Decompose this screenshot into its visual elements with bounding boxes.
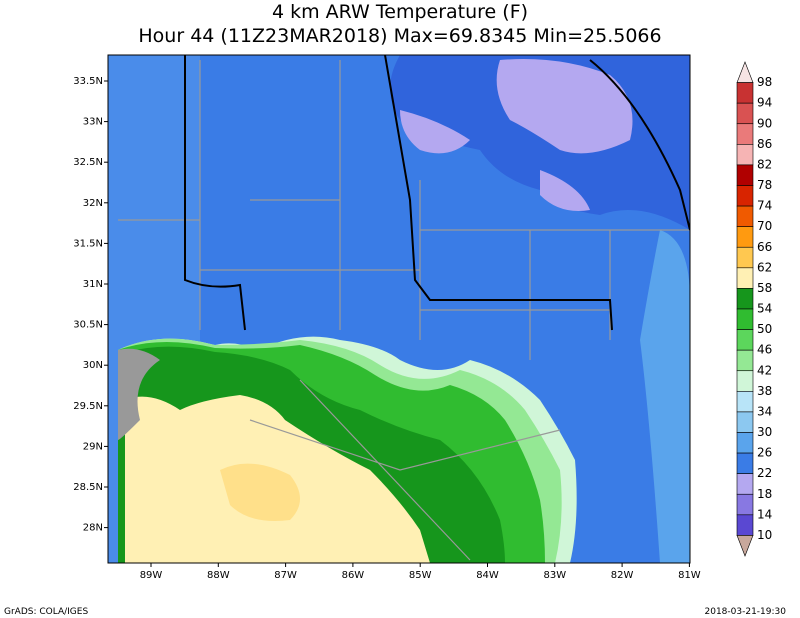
- colorbar-swatch: [736, 144, 754, 166]
- title: 4 km ARW Temperature (F): [272, 1, 528, 23]
- colorbar-label: 26: [757, 446, 772, 460]
- colorbar-label: 34: [757, 404, 772, 418]
- colorbar-swatch: [736, 452, 754, 474]
- colorbar-swatch: [736, 185, 754, 207]
- colorbar-label: 94: [757, 96, 772, 110]
- colorbar-label: 90: [757, 116, 772, 130]
- map: [108, 55, 690, 563]
- colorbar-swatch: [736, 205, 754, 227]
- lon-label: 81W: [678, 570, 701, 581]
- colorbar-label: 46: [757, 343, 772, 357]
- cold-area: [540, 170, 590, 211]
- coldest-area: [496, 59, 633, 154]
- colorbar-swatch: [736, 288, 754, 310]
- colorbar-swatch: [736, 164, 754, 186]
- lat-label: 28N: [83, 523, 103, 534]
- colorbar-label: 22: [757, 466, 772, 480]
- colorbar-swatch: [736, 493, 754, 516]
- colorbar-label: 50: [757, 322, 772, 336]
- colorbar-swatch: [736, 123, 754, 145]
- lat-label: 29.5N: [73, 401, 103, 412]
- colorbar-swatch: [736, 411, 754, 433]
- footer-right: 2018-03-21-19:30: [705, 607, 787, 617]
- colorbar-cap: [736, 535, 754, 557]
- cold-area: [400, 110, 470, 154]
- colorbar-label: 38: [757, 384, 772, 398]
- lon-label: 83W: [543, 570, 566, 581]
- lon-label: 82W: [611, 570, 634, 581]
- lat-label: 30.5N: [73, 320, 103, 331]
- gulf-yellow-core: [220, 463, 300, 521]
- colorbar-label: 18: [757, 487, 772, 501]
- lat-label: 28.5N: [73, 482, 103, 493]
- lon-label: 85W: [409, 570, 432, 581]
- colorbar-swatch: [736, 226, 754, 248]
- colorbar-swatch: [736, 82, 754, 104]
- lon-label: 86W: [342, 570, 365, 581]
- subtitle: Hour 44 (11Z23MAR2018) Max=69.8345 Min=2…: [138, 25, 661, 47]
- lat-label: 31N: [83, 279, 103, 290]
- lat-label: 31.5N: [73, 238, 103, 249]
- colorbar-label: 70: [757, 219, 772, 233]
- colorbar: 98 94 90 86 82 78 74 70 66 62 58 54 50 46 42 38 34 30 26 22…: [736, 61, 772, 557]
- colorbar-swatch: [736, 514, 754, 536]
- colorbar-swatch: [736, 432, 754, 454]
- colorbar-label: 78: [757, 178, 772, 192]
- lon-label: 88W: [207, 570, 230, 581]
- colorbar-label: 62: [757, 260, 772, 274]
- colorbar-label: 98: [757, 75, 772, 89]
- county-lines: [118, 60, 690, 561]
- colorbar-label: 66: [757, 240, 772, 254]
- colorbar-swatch: [736, 370, 754, 392]
- colorbar-label: 58: [757, 281, 772, 295]
- colorbar-label: 30: [757, 425, 772, 439]
- coastline-marsh: [118, 348, 160, 440]
- lat-label: 32.5N: [73, 157, 103, 168]
- lon-label: 84W: [476, 570, 499, 581]
- colorbar-label: 82: [757, 157, 772, 171]
- colorbar-swatch: [736, 308, 754, 330]
- colorbar-swatch: [736, 473, 754, 495]
- colorbar-swatch: [736, 267, 754, 289]
- colorbar-label: 14: [757, 507, 772, 521]
- colorbar-label: 86: [757, 137, 772, 151]
- colorbar-swatch: [736, 391, 754, 413]
- colorbar-label: 54: [757, 302, 772, 316]
- colorbar-swatch: [736, 102, 754, 125]
- colorbar-label: 10: [757, 528, 772, 542]
- lon-label: 89W: [140, 570, 163, 581]
- lat-label: 30N: [83, 360, 103, 371]
- colorbar-label: 74: [757, 199, 772, 213]
- lat-label: 33.5N: [73, 76, 103, 87]
- lat-label: 29N: [83, 441, 103, 452]
- lon-label: 87W: [274, 570, 297, 581]
- lat-label: 33N: [83, 117, 103, 128]
- footer-left: GrADS: COLA/IGES: [4, 607, 88, 617]
- lat-axis: 33.5N 33N 32.5N 32N 31.5N 31N 30.5N 30N 29.5N 29N…: [73, 76, 108, 534]
- lat-label: 32N: [83, 198, 103, 209]
- lon-axis: 89W 88W 87W 86W 85W 84W 83W 82W 81W: [140, 563, 701, 581]
- colorbar-label: 42: [757, 363, 772, 377]
- coast-east: [640, 230, 690, 563]
- map-frame: [107, 54, 691, 564]
- colorbar-cap: [736, 61, 754, 83]
- colorbar-swatch: [736, 349, 754, 372]
- colorbar-swatch: [736, 329, 754, 351]
- colorbar-swatch: [736, 246, 754, 269]
- state-lines: [184, 55, 690, 331]
